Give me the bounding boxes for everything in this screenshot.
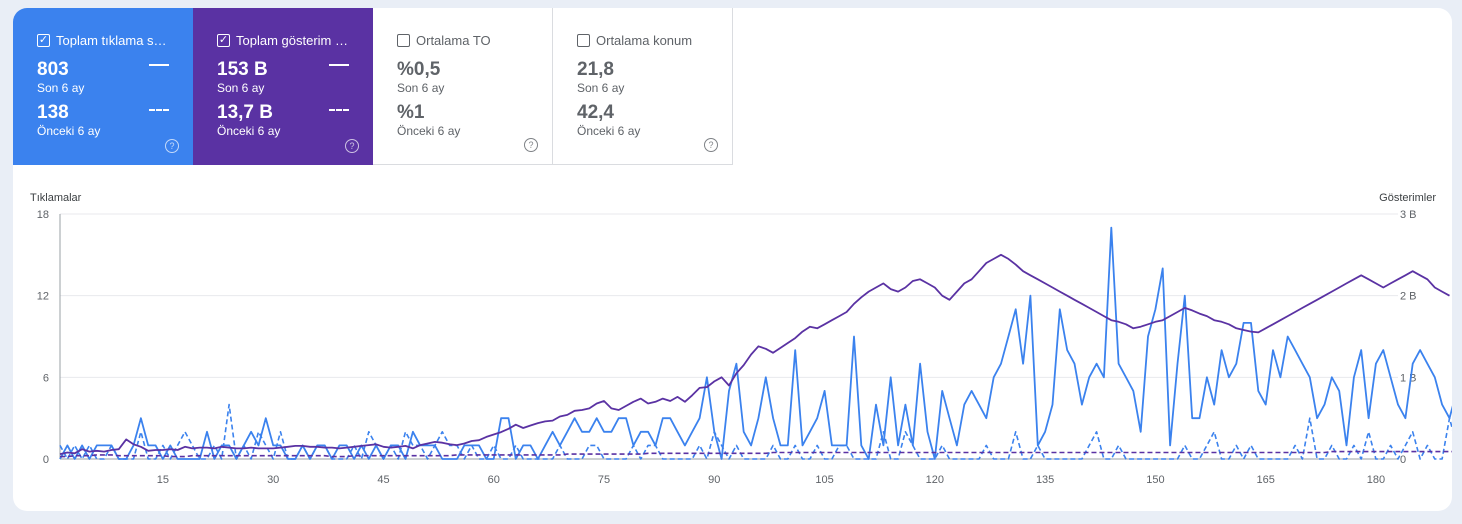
series-line-2 bbox=[59, 253, 1450, 455]
y2-tick-label: 1 B bbox=[1400, 372, 1417, 384]
help-circle-icon[interactable]: ? bbox=[704, 138, 718, 152]
chart-series bbox=[59, 226, 1452, 460]
y2-axis-ticks: 0 1 B 2 B 3 B bbox=[1400, 209, 1417, 466]
x-tick-label: 30 bbox=[267, 474, 279, 486]
x-tick-label: 90 bbox=[708, 474, 720, 486]
series-line-0 bbox=[59, 226, 1452, 460]
solid-line-legend-icon bbox=[149, 64, 169, 66]
performance-chart: Tıklamalar Gösterimler 0 6 12 18 0 1 B 2 B 3 B… bbox=[30, 192, 1452, 486]
checkbox-checked-icon[interactable]: ✓ bbox=[37, 33, 50, 47]
performance-panel: ✓ Toplam tıklama s… 803 Son 6 ay 138 Önc… bbox=[13, 8, 1452, 511]
x-tick-label: 180 bbox=[1367, 474, 1385, 486]
metric-card-total-clicks[interactable]: ✓ Toplam tıklama s… 803 Son 6 ay 138 Önc… bbox=[13, 8, 193, 165]
y2-axis-title: Gösterimler bbox=[1379, 192, 1436, 204]
metric-previous-value: 13,7 B bbox=[217, 102, 273, 123]
y2-tick-label: 0 bbox=[1400, 454, 1406, 466]
metric-cards: ✓ Toplam tıklama s… 803 Son 6 ay 138 Önc… bbox=[13, 8, 733, 165]
y-tick-label: 0 bbox=[43, 454, 49, 466]
metric-current-value: %0,5 bbox=[397, 59, 441, 80]
checkbox-empty-icon[interactable] bbox=[577, 33, 590, 47]
y-tick-label: 12 bbox=[37, 291, 49, 303]
metric-previous-period: Önceki 6 ay bbox=[37, 124, 101, 138]
metric-card-total-impressions[interactable]: ✓ Toplam gösterim … 153 B Son 6 ay 13,7 … bbox=[193, 8, 373, 165]
metric-card-average-position[interactable]: Ortalama konum 21,8 Son 6 ay 42,4 Önceki… bbox=[553, 8, 733, 165]
y-tick-label: 6 bbox=[43, 372, 49, 384]
metric-previous-period: Önceki 6 ay bbox=[217, 124, 281, 138]
x-tick-label: 135 bbox=[1036, 474, 1054, 486]
solid-line-legend-icon bbox=[329, 64, 349, 66]
y-axis-title: Tıklamalar bbox=[30, 192, 82, 204]
help-circle-icon[interactable]: ? bbox=[165, 139, 179, 153]
y2-tick-label: 3 B bbox=[1400, 209, 1417, 221]
metric-current-value: 153 B bbox=[217, 59, 268, 80]
x-tick-label: 15 bbox=[157, 474, 169, 486]
x-tick-label: 45 bbox=[377, 474, 389, 486]
x-tick-label: 105 bbox=[815, 474, 833, 486]
x-tick-label: 150 bbox=[1146, 474, 1164, 486]
metric-card-average-ctr[interactable]: Ortalama TO %0,5 Son 6 ay %1 Önceki 6 ay… bbox=[373, 8, 553, 165]
y-axis-ticks: 0 6 12 18 bbox=[37, 209, 49, 466]
x-tick-label: 120 bbox=[926, 474, 944, 486]
x-tick-label: 75 bbox=[598, 474, 610, 486]
dashed-line-legend-icon bbox=[149, 109, 169, 111]
y-tick-label: 18 bbox=[37, 209, 49, 221]
y2-tick-label: 2 B bbox=[1400, 291, 1417, 303]
metric-previous-value: 42,4 bbox=[577, 102, 614, 123]
series-line-1 bbox=[59, 403, 1452, 460]
checkbox-checked-icon[interactable]: ✓ bbox=[217, 33, 230, 47]
x-tick-label: 165 bbox=[1256, 474, 1274, 486]
help-circle-icon[interactable]: ? bbox=[524, 138, 538, 152]
chart-grid bbox=[59, 213, 1398, 460]
metric-previous-period: Önceki 6 ay bbox=[577, 124, 641, 138]
x-tick-label: 60 bbox=[488, 474, 500, 486]
metric-current-period: Son 6 ay bbox=[217, 81, 265, 95]
metric-current-period: Son 6 ay bbox=[577, 81, 625, 95]
x-axis-ticks: 15 30 45 60 75 90 105 120 135 150 165 180 bbox=[157, 474, 1385, 486]
metric-current-period: Son 6 ay bbox=[37, 81, 85, 95]
metric-current-value: 21,8 bbox=[577, 59, 614, 80]
metric-current-value: 803 bbox=[37, 59, 69, 80]
metric-current-period: Son 6 ay bbox=[397, 81, 445, 95]
metric-previous-value: %1 bbox=[397, 102, 425, 123]
dashed-line-legend-icon bbox=[329, 109, 349, 111]
checkbox-empty-icon[interactable] bbox=[397, 33, 410, 47]
metric-previous-period: Önceki 6 ay bbox=[397, 124, 461, 138]
metric-previous-value: 138 bbox=[37, 102, 69, 123]
series-line-3 bbox=[60, 450, 1452, 458]
help-circle-icon[interactable]: ? bbox=[345, 139, 359, 153]
